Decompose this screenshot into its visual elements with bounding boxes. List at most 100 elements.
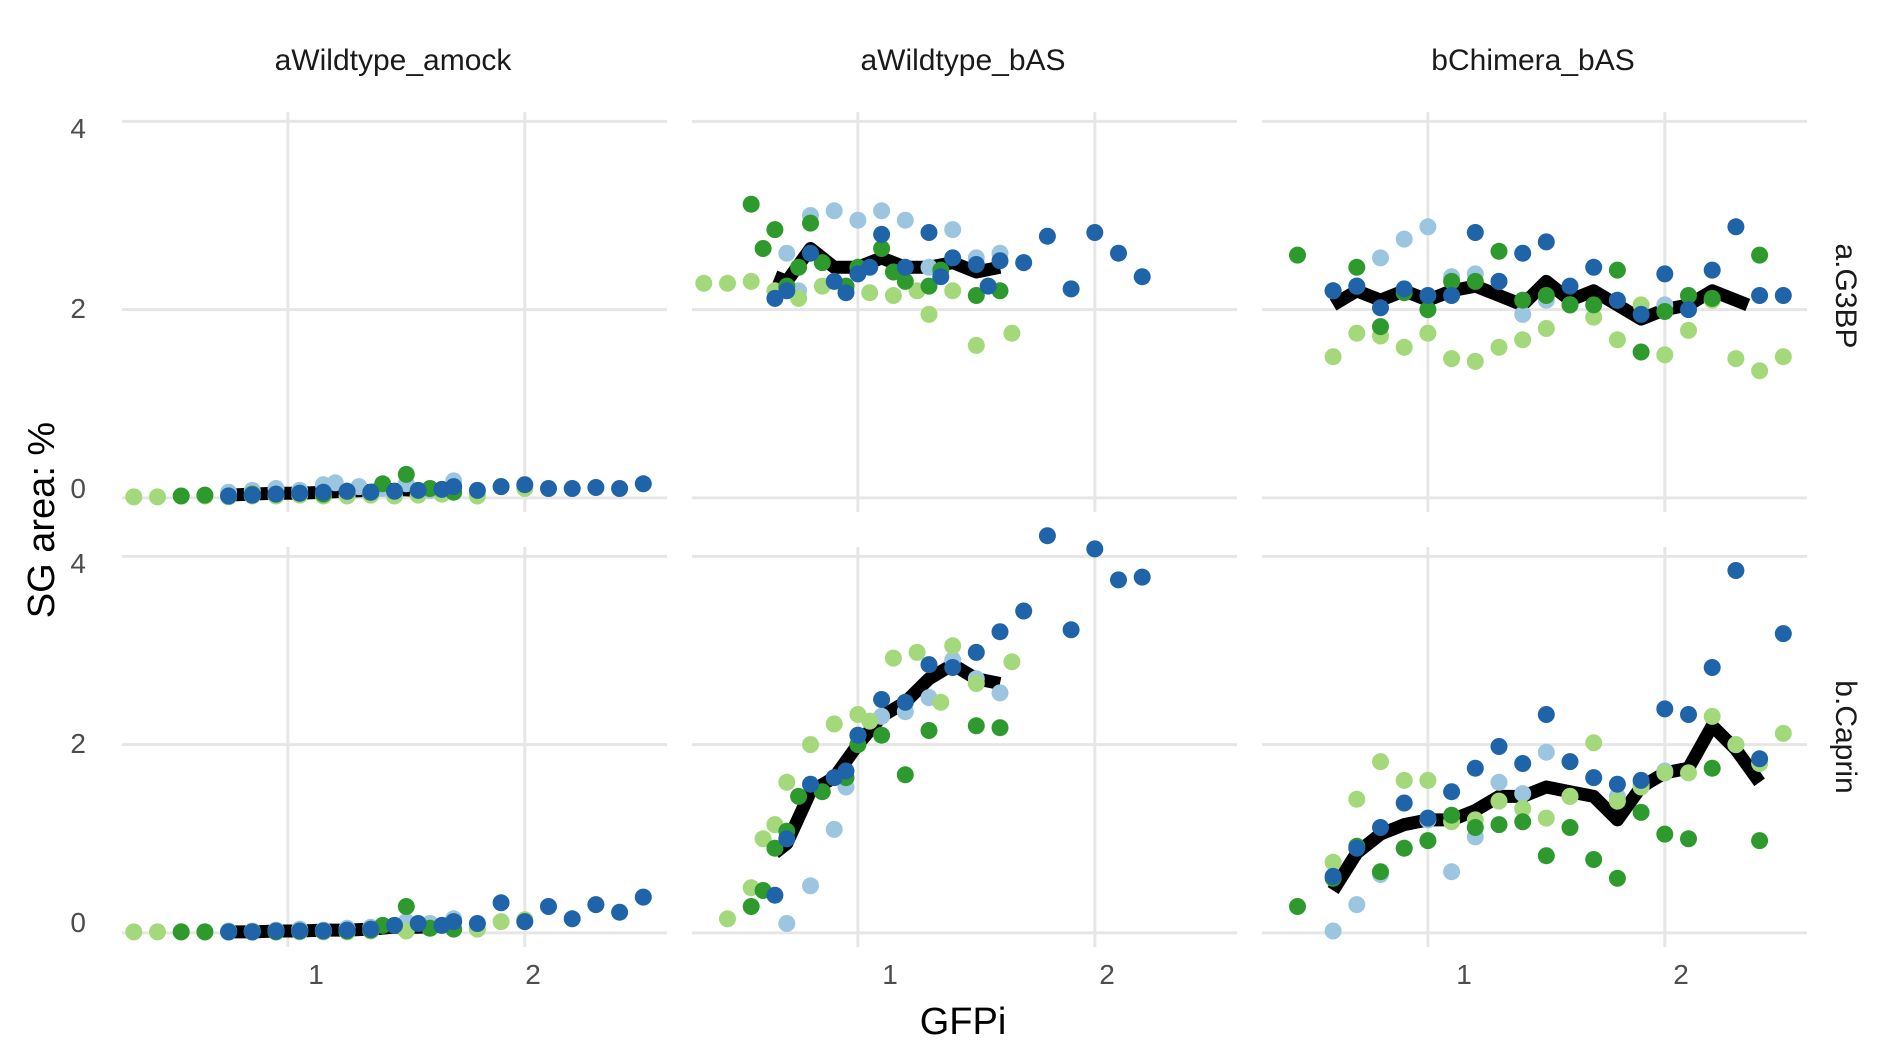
data-point-dark-blue [1537, 233, 1555, 251]
data-point-light-green [1774, 348, 1792, 366]
data-point-light-green [920, 305, 938, 323]
data-point-dark-green [1348, 258, 1366, 276]
data-point-dark-green [1490, 816, 1508, 834]
data-point-dark-blue [1751, 287, 1769, 304]
data-point-dark-green [920, 722, 938, 739]
data-point-dark-blue [849, 726, 867, 744]
data-point-dark-green [1585, 851, 1603, 868]
data-point-dark-blue [468, 481, 486, 499]
data-point-light-green [1395, 771, 1413, 789]
data-point-dark-blue [516, 913, 534, 931]
data-point-light-green [884, 649, 902, 667]
data-point-dark-green [1289, 246, 1306, 264]
data-point-dark-green [766, 839, 784, 857]
mean-trend-line [770, 658, 1002, 859]
data-point-light-blue [1348, 896, 1366, 914]
data-point-light-green [778, 773, 796, 791]
data-point-dark-blue [1466, 224, 1484, 241]
data-point-dark-blue [492, 894, 510, 912]
data-point-light-green [1656, 764, 1674, 782]
data-point-dark-green [1561, 819, 1579, 836]
data-point-light-green [1727, 736, 1745, 754]
data-point-dark-blue [492, 478, 510, 496]
data-point-dark-blue [1490, 272, 1508, 290]
data-point-dark-blue [1774, 287, 1792, 304]
data-point-dark-blue [445, 478, 463, 496]
x-tick-label: 1 [308, 959, 324, 990]
data-point-dark-blue [1015, 602, 1033, 620]
data-point-light-green [1324, 853, 1342, 871]
data-point-dark-green [991, 719, 1009, 737]
mean-line-layer [228, 242, 1765, 939]
data-point-light-green [695, 274, 713, 292]
data-point-dark-blue [1656, 700, 1674, 718]
data-point-light-green [1372, 753, 1389, 771]
data-point-dark-blue [1632, 771, 1650, 789]
data-point-dark-blue [1038, 527, 1056, 545]
data-point-dark-blue [944, 659, 962, 676]
column-strip-label-1: aWildtype_amock [275, 44, 513, 77]
data-point-dark-blue [540, 898, 557, 915]
data-point-light-green [742, 272, 760, 290]
data-point-dark-blue [1419, 809, 1437, 827]
point-layer [125, 195, 1792, 941]
data-point-dark-blue [291, 922, 309, 940]
data-point-light-green [884, 287, 902, 304]
data-point-dark-blue [314, 922, 332, 940]
data-point-dark-blue [563, 480, 581, 497]
data-point-dark-blue [991, 623, 1009, 641]
data-point-dark-blue [1561, 753, 1579, 771]
data-point-dark-blue [991, 252, 1009, 270]
data-point-dark-blue [896, 693, 914, 711]
data-point-dark-blue [1324, 867, 1342, 885]
data-point-dark-green [967, 717, 985, 735]
data-point-dark-blue [802, 244, 819, 262]
data-point-dark-blue [386, 482, 403, 500]
data-point-dark-blue [587, 479, 605, 496]
data-point-dark-blue [291, 484, 309, 502]
data-point-dark-green [1466, 819, 1484, 836]
data-point-dark-blue [1348, 839, 1366, 857]
label-layer: aWildtype_amock aWildtype_bAS bChimera_b… [21, 44, 1862, 1043]
data-point-dark-blue [920, 656, 938, 674]
data-point-dark-blue [1656, 265, 1674, 283]
data-point-dark-blue [1490, 738, 1508, 755]
data-point-light-green [932, 693, 950, 711]
data-point-dark-blue [1395, 280, 1413, 298]
data-point-light-green [802, 736, 819, 754]
x-tick-label: 2 [1673, 959, 1689, 990]
data-point-dark-blue [314, 483, 332, 501]
column-strip-label-2: aWildtype_bAS [860, 44, 1065, 77]
data-point-dark-blue [409, 481, 427, 499]
data-point-dark-green [1703, 289, 1721, 307]
y-tick-label: 2 [70, 293, 86, 324]
data-point-dark-blue [1727, 562, 1745, 579]
data-point-light-green [1774, 724, 1792, 742]
data-point-light-green [1395, 338, 1413, 356]
data-point-dark-green [1680, 830, 1697, 848]
data-point-dark-blue [1751, 750, 1769, 768]
data-point-dark-blue [1466, 759, 1484, 777]
data-point-dark-green [790, 258, 808, 276]
data-point-light-blue [1372, 249, 1389, 267]
data-point-dark-green [896, 272, 914, 290]
x-tick-label: 2 [1099, 959, 1115, 990]
data-point-dark-green [1656, 825, 1674, 843]
grid-layer [122, 112, 1807, 947]
data-point-light-green [1003, 653, 1021, 671]
data-point-light-green [149, 923, 166, 941]
data-point-light-green [1443, 350, 1461, 368]
data-point-dark-blue [338, 482, 356, 500]
mean-trend-line [772, 242, 1002, 288]
data-point-light-green [1537, 320, 1555, 337]
data-point-light-blue [849, 211, 867, 229]
data-point-light-green [1348, 324, 1366, 342]
data-point-dark-blue [873, 691, 891, 708]
data-point-dark-green [1419, 301, 1437, 319]
data-point-dark-blue [1727, 218, 1745, 236]
data-point-dark-green [1443, 806, 1461, 824]
data-point-dark-blue [944, 249, 962, 267]
data-point-light-green [1703, 707, 1721, 725]
data-point-dark-green [967, 287, 985, 304]
data-point-dark-blue [1537, 706, 1555, 723]
